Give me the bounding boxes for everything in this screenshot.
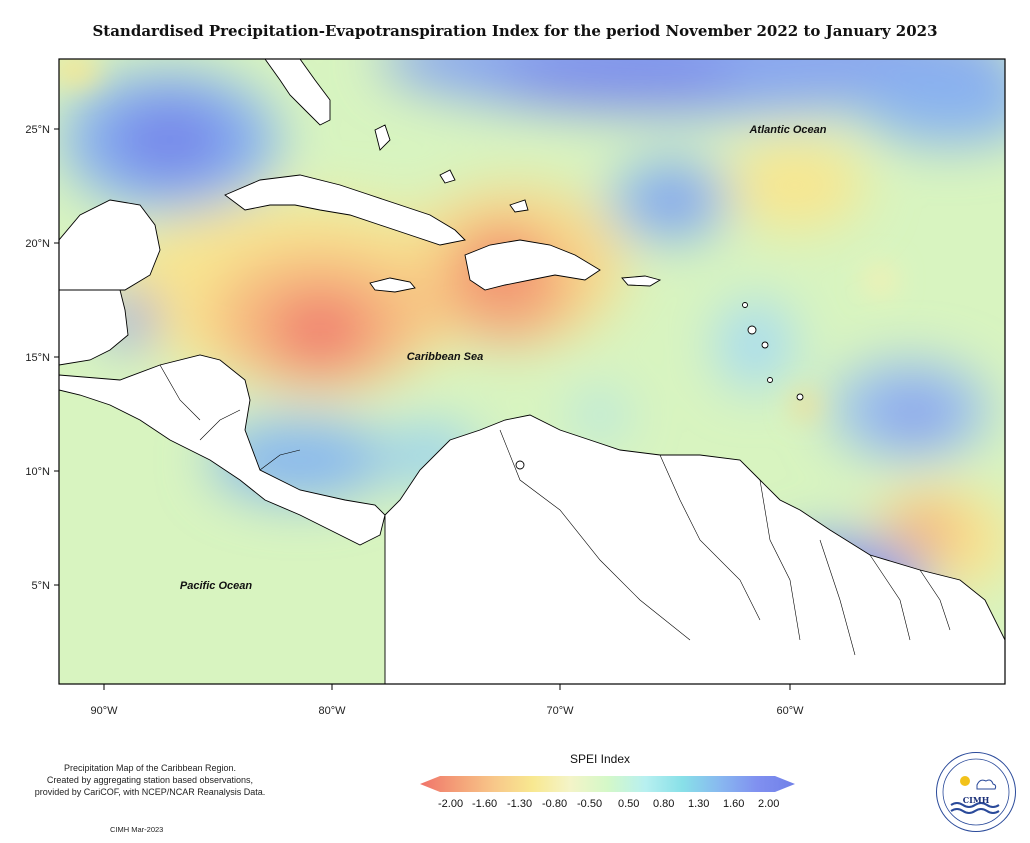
logo-graphic [942, 758, 1010, 826]
legend-tick: 1.30 [688, 798, 710, 810]
legend-tick: -0.80 [542, 798, 568, 810]
cloud-icon [976, 779, 997, 790]
lon-axis: 90°W 80°W 70°W 60°W [90, 684, 804, 717]
footer-line: provided by CariCOF, with NCEP/NCAR Rean… [34, 787, 266, 797]
footer-note: Precipitation Map of the Caribbean Regio… [0, 762, 300, 798]
lon-tick-label: 90°W [90, 705, 118, 717]
legend-tick: 1.60 [723, 798, 745, 810]
logo-text: CIMH [962, 795, 990, 805]
map-title: Standardised Precipitation-Evapotranspir… [92, 22, 938, 40]
caribbean-sea-label: Caribbean Sea [407, 351, 483, 363]
map-frame [58, 58, 1006, 685]
lat-axis: 25°N 20°N 15°N 10°N 5°N [25, 124, 59, 592]
legend-tick: 0.80 [653, 798, 675, 810]
legend-tick: -2.00 [438, 798, 464, 810]
lon-tick-label: 60°W [776, 705, 804, 717]
legend-tick: 2.00 [758, 798, 780, 810]
footer-line: Precipitation Map of the Caribbean Regio… [63, 763, 237, 773]
pacific-ocean-label: Pacific Ocean [180, 580, 252, 592]
legend-tick: -0.50 [577, 798, 603, 810]
legend-title: SPEI Index [569, 752, 631, 766]
lon-tick-label: 80°W [318, 705, 346, 717]
country-borders [159, 364, 951, 656]
lat-tick-label: 5°N [32, 580, 51, 592]
land-masses [59, 59, 1005, 684]
lat-tick-label: 10°N [25, 466, 50, 478]
lat-tick-label: 25°N [25, 124, 50, 136]
atlantic-ocean-label: Atlantic Ocean [748, 124, 826, 136]
legend-colorbar [420, 776, 795, 792]
footer-line: Created by aggregating station based obs… [46, 775, 254, 785]
cimh-logo: CIMH [936, 752, 1016, 832]
spei-field [59, 59, 1005, 684]
lat-tick-label: 15°N [25, 352, 50, 364]
legend-tick: -1.30 [507, 798, 533, 810]
lat-tick-label: 20°N [25, 238, 50, 250]
sun-icon [960, 776, 970, 786]
lon-tick-label: 70°W [546, 705, 574, 717]
legend-tick: -1.60 [472, 798, 498, 810]
credit-text: CIMH Mar-2023 [110, 825, 164, 834]
legend-tick: 0.50 [618, 798, 640, 810]
